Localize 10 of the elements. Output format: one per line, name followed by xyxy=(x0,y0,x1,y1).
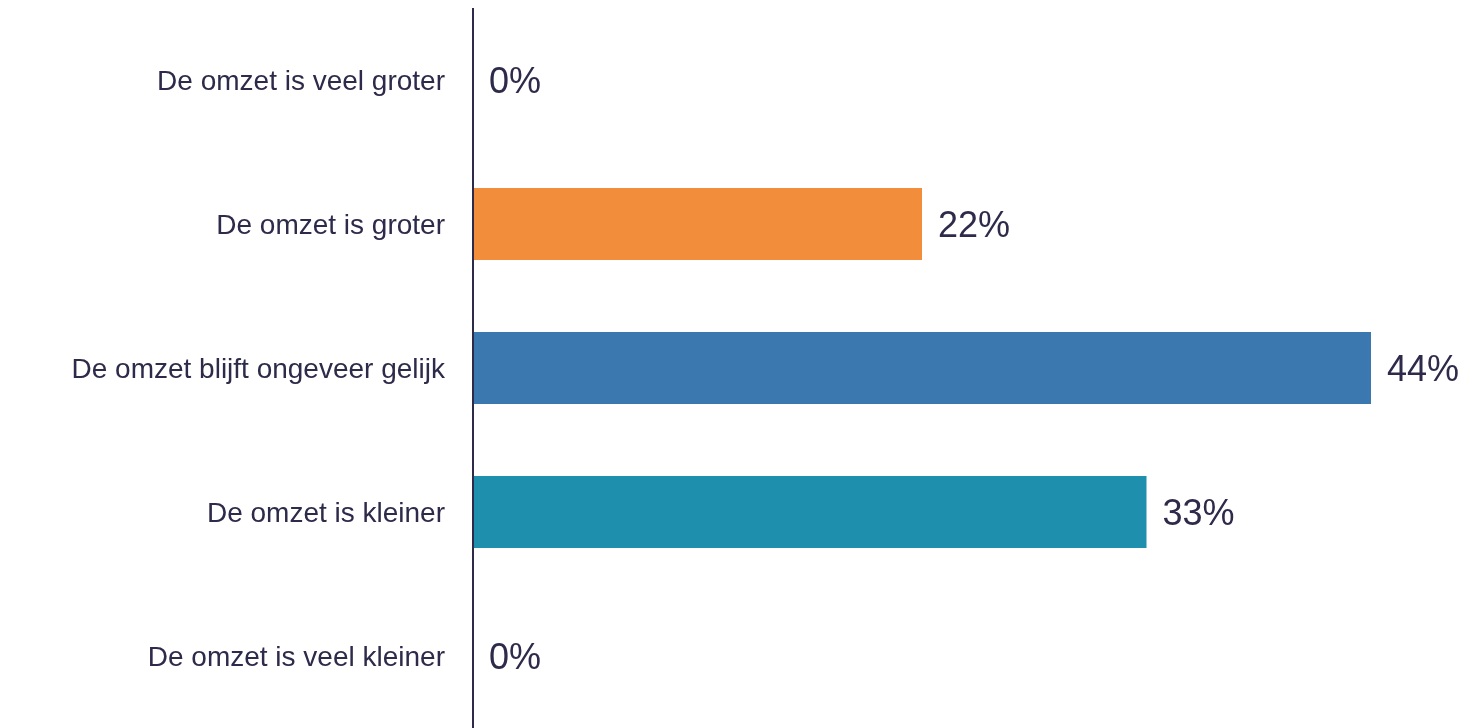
y-tick-label: De omzet blijft ongeveer gelijk xyxy=(71,352,446,384)
data-label: 33% xyxy=(1162,491,1235,533)
y-tick-label: De omzet is veel groter xyxy=(157,64,445,96)
y-tick-label: De omzet is veel kleiner xyxy=(147,640,445,672)
data-label: 22% xyxy=(938,203,1011,245)
data-label: 0% xyxy=(489,635,542,677)
data-label: 44% xyxy=(1387,347,1460,389)
y-tick-label: De omzet is kleiner xyxy=(206,496,445,528)
data-label: 0% xyxy=(489,59,542,101)
y-tick-label: De omzet is groter xyxy=(216,208,445,240)
